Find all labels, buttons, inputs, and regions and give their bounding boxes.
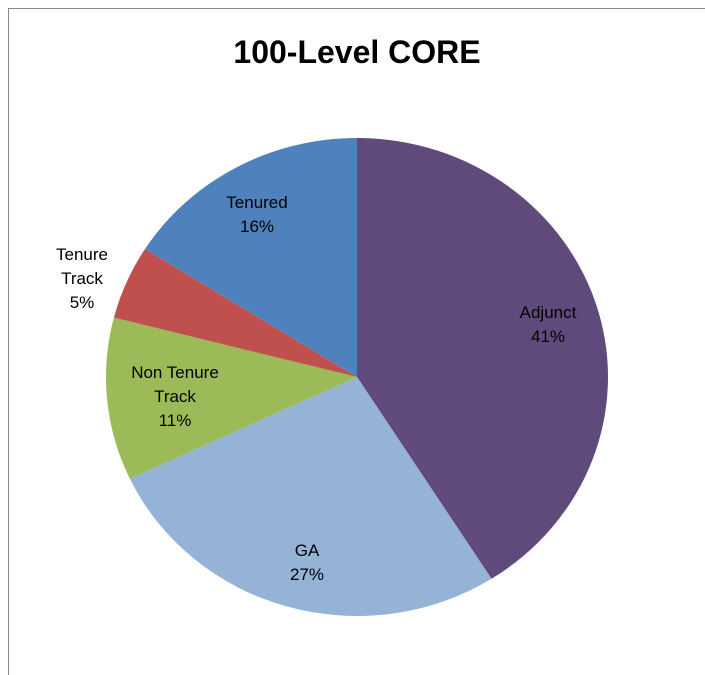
slice-value-label: 16% — [240, 217, 274, 236]
slice-value-label: 27% — [290, 565, 324, 584]
slice-label: Tenure Track — [56, 245, 108, 288]
slice-label-line: Track — [61, 269, 103, 288]
pie-slice — [129, 377, 492, 616]
slice-value-label: 41% — [531, 327, 565, 346]
slice-label: Tenured — [226, 193, 287, 212]
slice-label-line: Tenure — [56, 245, 108, 264]
slice-label: GA — [295, 541, 320, 560]
slice-label-line: Adjunct — [520, 303, 577, 322]
slice-value-label: 11% — [159, 411, 192, 430]
slice-label-line: Track — [154, 387, 196, 406]
slice-label: Non Tenure Track — [131, 363, 219, 406]
chart-title: 100-Level CORE — [233, 34, 480, 70]
pie-slice — [357, 138, 608, 579]
pie-slice — [145, 138, 357, 377]
slice-value-label: 5% — [70, 293, 95, 312]
slice-label-line: GA — [295, 541, 320, 560]
pie-slice — [113, 248, 358, 377]
slice-label-line: Tenured — [226, 193, 287, 212]
slice-label-line: Non Tenure — [131, 363, 219, 382]
slice-label: Adjunct — [520, 303, 577, 322]
pie-slice — [106, 317, 357, 479]
